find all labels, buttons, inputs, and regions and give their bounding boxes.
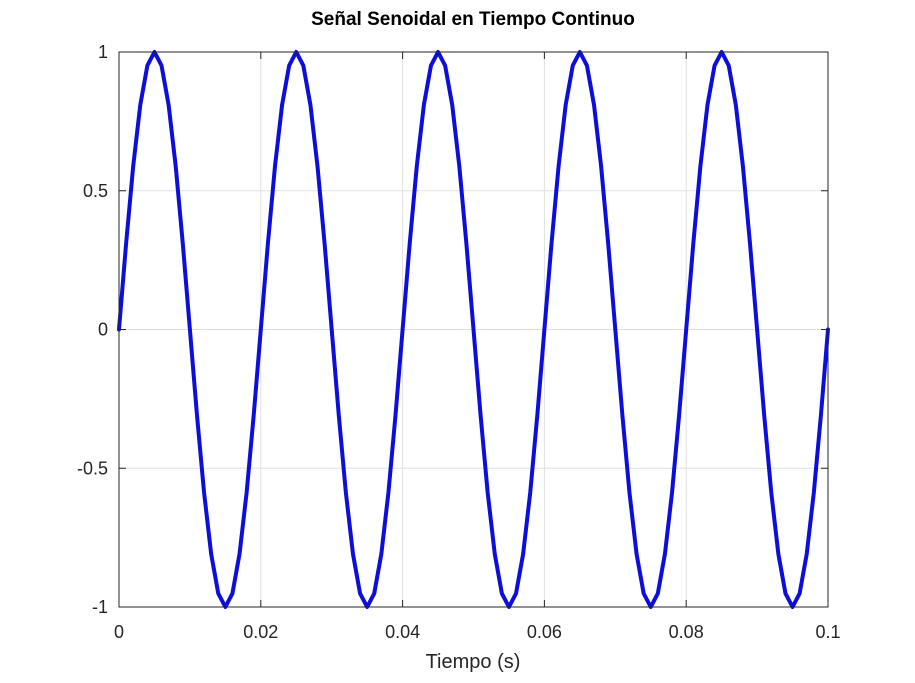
x-tick-label: 0.1 (815, 622, 840, 642)
y-tick-label: 0 (98, 320, 108, 340)
y-tick-labels: -1 -0.5 0 0.5 1 (77, 42, 108, 617)
series-layer (117, 50, 830, 609)
x-axis-label: Tiempo (s) (426, 651, 521, 673)
x-tick-label: 0 (114, 622, 124, 642)
series-line (117, 50, 830, 609)
y-tick-label: 0.5 (83, 181, 108, 201)
x-tick-label: 0.02 (243, 622, 278, 642)
y-tick-label: -0.5 (77, 458, 108, 478)
x-tick-label: 0.06 (527, 622, 562, 642)
x-tick-label: 0.04 (385, 622, 420, 642)
x-tick-labels: 0 0.02 0.04 0.06 0.08 0.1 (114, 622, 841, 642)
chart-title: Señal Senoidal en Tiempo Continuo (311, 9, 635, 30)
y-tick-label: 1 (98, 42, 108, 62)
y-tick-label: -1 (92, 597, 108, 617)
x-tick-label: 0.08 (669, 622, 704, 642)
tick-layer (118, 51, 829, 608)
